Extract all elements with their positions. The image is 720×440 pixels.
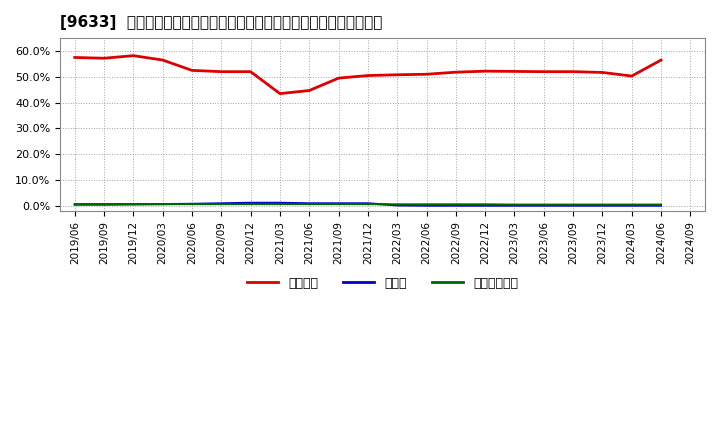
Legend: 自己資本, のれん, 繰延税金資産: 自己資本, のれん, 繰延税金資産 xyxy=(242,272,523,295)
Text: [9633]  自己資本、のれん、繰延税金資産の総資産に対する比率の推移: [9633] 自己資本、のれん、繰延税金資産の総資産に対する比率の推移 xyxy=(60,15,382,30)
